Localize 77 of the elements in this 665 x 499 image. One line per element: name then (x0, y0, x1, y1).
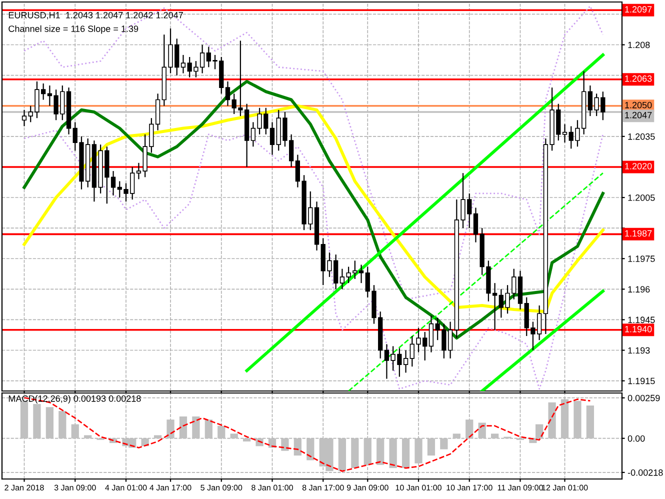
bar (376, 438, 384, 465)
y-tick-label: 1.2005 (628, 194, 655, 201)
ref-line-label: 1.2050 (625, 102, 652, 108)
bar (452, 434, 460, 438)
bar (414, 438, 422, 464)
line-series (24, 130, 604, 390)
bar (389, 438, 397, 468)
y-tick-label: 1.193 (628, 347, 650, 354)
candlestick (270, 122, 275, 156)
bar (574, 400, 582, 438)
bar (243, 438, 251, 442)
y-tick-label: 1.208 (628, 42, 650, 48)
y-tick-label: 0.00259 (628, 394, 660, 402)
bar (230, 434, 238, 438)
x-tick-label: 4 Jan 17:00 (150, 484, 192, 490)
ref-line-label: 1.2097 (625, 6, 652, 13)
x-tick-label: 11 Jan 09:00 (498, 484, 543, 490)
y-tick-label: 1.2035 (628, 133, 655, 140)
bar (166, 420, 174, 438)
y-tick-label: -0.00218 (628, 469, 663, 476)
candlestick (110, 170, 116, 196)
bar (478, 422, 486, 438)
bar (364, 438, 372, 465)
candlestick (562, 124, 568, 144)
bar (427, 438, 436, 456)
y-tick-label: 1.1945 (628, 316, 655, 324)
y-tick-label: 1.1915 (628, 378, 655, 384)
x-tick-label: 5 Jan 09:00 (200, 484, 242, 490)
y-tick-label: 1.1975 (628, 256, 655, 262)
bar (33, 404, 41, 438)
candlestick (358, 264, 364, 284)
x-tick-label: 8 Jan 17:00 (302, 484, 344, 490)
candlestick (428, 315, 434, 353)
bar (548, 402, 556, 438)
bar (402, 438, 410, 468)
candlestick (473, 207, 478, 243)
bar (560, 399, 569, 438)
x-tick-label: 8 Jan 01:00 (252, 484, 293, 490)
bar (491, 434, 499, 438)
x-tick-label: 10 Jan 17:00 (446, 484, 492, 490)
bar (179, 416, 188, 438)
bar (466, 420, 474, 438)
bar (46, 407, 54, 438)
bar (440, 438, 448, 450)
annotation: Channel size = 116 Slope = 1.39 (8, 25, 138, 34)
candlestick (180, 54, 186, 74)
x-tick-label: 4 Jan 01:00 (105, 484, 147, 490)
x-tick-label: 2 Jan 2018 (4, 484, 44, 490)
bar (218, 426, 226, 438)
line-series (22, 104, 604, 314)
bar (294, 438, 302, 456)
candlestick (225, 80, 230, 106)
ref-line-label: 1.2063 (625, 75, 652, 82)
text: EURUSD,H1 1.2043 1.2047 1.2042 1.2047 (8, 12, 183, 20)
x-tick-label: 10 Jan 01:00 (396, 484, 442, 490)
x-tick-label: 12 Jan 01:00 (542, 484, 588, 490)
y-tick-label: 1.196 (628, 286, 650, 293)
ref-line-label: 1.1940 (625, 326, 652, 332)
ref-line-label: 1.1987 (625, 230, 652, 237)
bar (204, 420, 212, 438)
ref-line-label: 1.2020 (625, 163, 652, 170)
line-series (22, 80, 604, 340)
y-tick-label: 0.00 (628, 435, 645, 442)
bar (281, 438, 289, 451)
bar (192, 416, 200, 438)
bar (84, 435, 92, 438)
x-tick-label: 9 Jan 09:00 (346, 484, 388, 490)
ref-line-label: 1.2047 (625, 112, 652, 118)
bar (154, 435, 162, 438)
bar (586, 406, 594, 438)
bar (338, 438, 346, 472)
bar (351, 438, 359, 468)
bar (58, 410, 66, 438)
candlestick (22, 109, 27, 127)
x-tick-label: 3 Jan 09:00 (54, 484, 96, 490)
bar (71, 424, 79, 438)
bar (306, 438, 314, 460)
